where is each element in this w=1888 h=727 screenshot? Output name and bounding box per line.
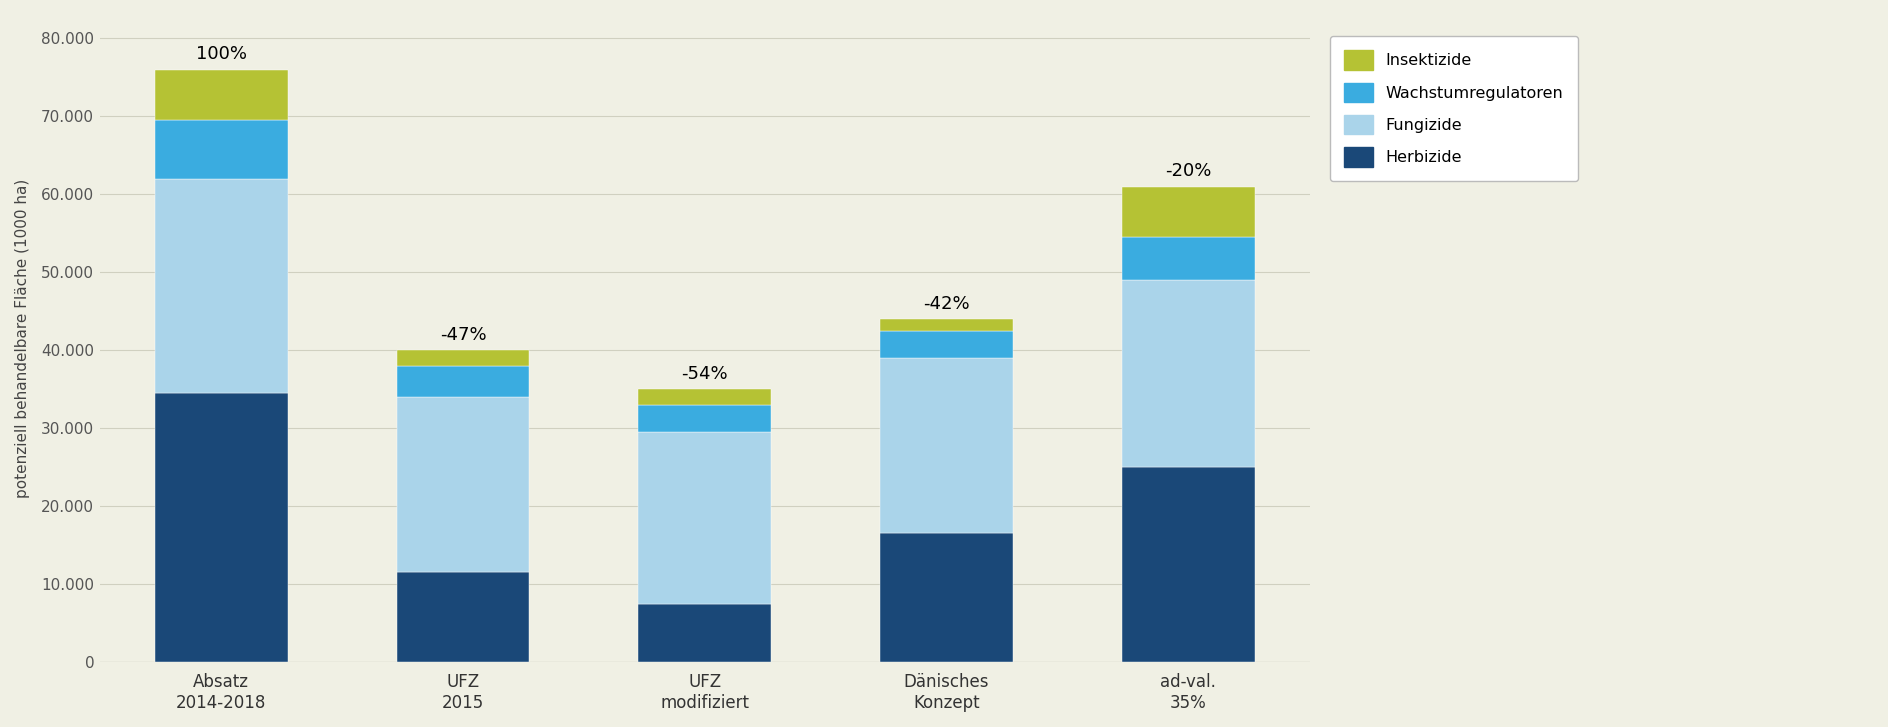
Bar (155, 179, 287, 393)
Bar (638, 432, 770, 603)
Text: -20%: -20% (1165, 162, 1212, 180)
Bar (396, 572, 529, 662)
Bar (638, 405, 770, 432)
Bar (155, 393, 287, 662)
Bar (638, 603, 770, 662)
Bar (396, 350, 529, 366)
Bar (1121, 280, 1256, 467)
Text: 100%: 100% (196, 45, 247, 63)
Text: -42%: -42% (923, 295, 970, 313)
Legend: Insektizide, Wachstumregulatoren, Fungizide, Herbizide: Insektizide, Wachstumregulatoren, Fungiz… (1329, 36, 1578, 181)
Bar (880, 319, 1014, 331)
Bar (396, 366, 529, 397)
Bar (638, 389, 770, 405)
Bar (880, 534, 1014, 662)
Text: -47%: -47% (440, 326, 487, 344)
Bar (1121, 187, 1256, 237)
Bar (880, 358, 1014, 534)
Text: -54%: -54% (682, 365, 729, 383)
Bar (155, 70, 287, 120)
Bar (880, 331, 1014, 358)
Y-axis label: potenziell behandelbare Fläche (1000 ha): potenziell behandelbare Fläche (1000 ha) (15, 179, 30, 498)
Bar (155, 120, 287, 179)
Bar (396, 397, 529, 572)
Bar (1121, 467, 1256, 662)
Bar (1121, 237, 1256, 280)
